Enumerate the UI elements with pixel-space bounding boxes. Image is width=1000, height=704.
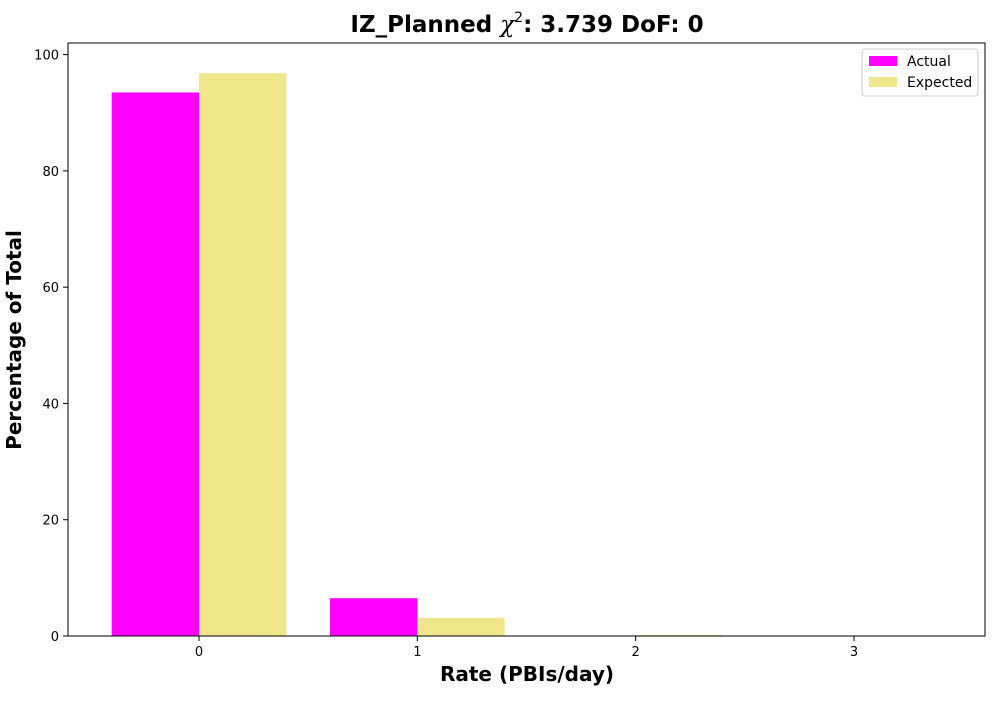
x-axis-label: Rate (PBIs/day) — [440, 662, 614, 686]
y-axis-label: Percentage of Total — [2, 230, 26, 450]
bar-actual-1 — [330, 598, 418, 636]
legend: Actual Expected — [861, 48, 979, 97]
x-axis-ticks: 0 1 2 3 — [195, 636, 858, 660]
legend-swatch-actual — [869, 56, 897, 66]
chart-title-suffix: : 3.739 DoF: 0 — [523, 12, 704, 38]
y-tick-label-100: 100 — [34, 49, 59, 64]
plot-frame — [67, 42, 986, 637]
legend-label-actual: Actual — [907, 54, 951, 70]
y-tick-label-0: 0 — [51, 630, 59, 645]
chart-title: IZ_Planned χ2: 3.739 DoF: 0 — [350, 10, 703, 38]
chart-title-chi: χ — [498, 12, 516, 38]
bar-expected-0 — [199, 73, 287, 636]
y-axis-ticks: 0 20 40 60 80 100 — [34, 49, 68, 645]
bar-actual-0 — [111, 92, 199, 636]
y-tick-label-80: 80 — [42, 165, 59, 180]
x-tick-label-0: 0 — [195, 645, 203, 660]
bar-expected-1 — [417, 617, 505, 636]
bars-layer — [111, 73, 723, 636]
x-tick-label-2: 2 — [632, 645, 640, 660]
legend-swatch-expected — [869, 77, 897, 87]
x-tick-label-1: 1 — [413, 645, 421, 660]
y-tick-label-60: 60 — [42, 281, 59, 296]
y-tick-label-20: 20 — [42, 514, 59, 529]
chart-title-prefix: IZ_Planned — [350, 12, 500, 38]
legend-label-expected: Expected — [907, 75, 972, 91]
y-tick-label-40: 40 — [42, 397, 59, 412]
x-tick-label-3: 3 — [850, 645, 858, 660]
chart-title-exponent: 2 — [514, 10, 523, 26]
